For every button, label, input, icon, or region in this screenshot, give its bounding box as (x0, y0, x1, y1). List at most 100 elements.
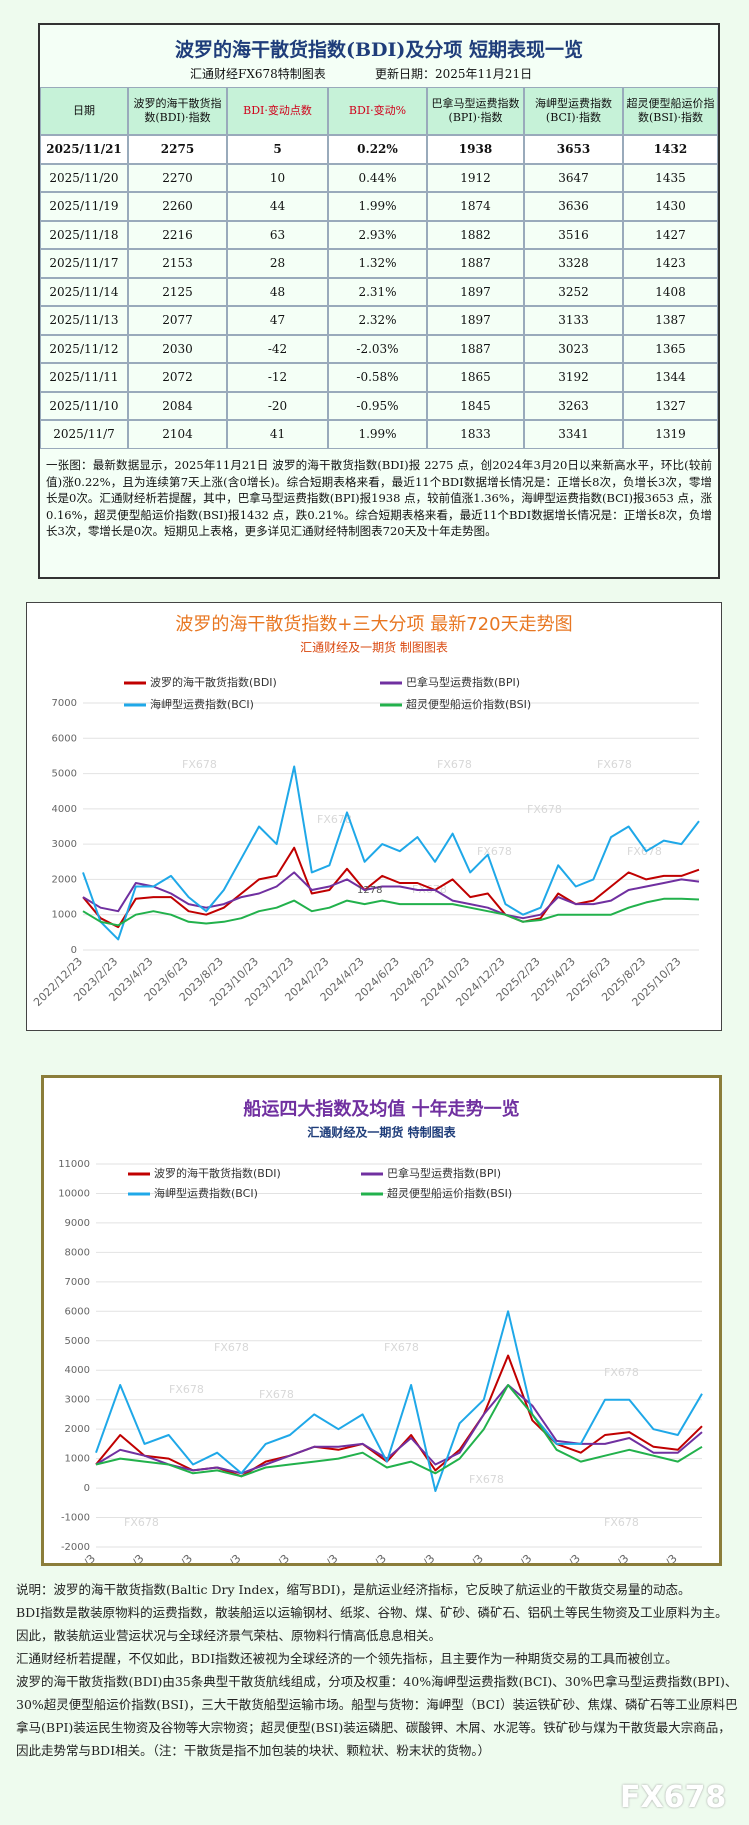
table-title: 波罗的海干散货指数(BDI)及分项 短期表现一览 (174, 39, 584, 61)
y-tick-label: 2000 (65, 1424, 90, 1435)
note: 汇通财经析若提醒，不仅如此，BDI指数还被视为全球经济的一个领先指标，且主要作为… (16, 1651, 678, 1666)
table-cell: 2025/11/13 (40, 306, 128, 335)
watermark: FX678 (597, 758, 632, 771)
watermark: FX678 (627, 845, 662, 858)
table-cell: 1882 (427, 220, 524, 249)
note: BDI指数是散装原物料的运费指数，散装船运以运输钢材、纸浆、谷物、煤、矿砂、磷矿… (16, 1605, 728, 1620)
table-cell: 5 (227, 135, 328, 164)
legend-label: 海岬型运费指数(BCI) (150, 697, 254, 711)
y-tick-label: 5000 (52, 769, 77, 780)
series-line (82, 897, 700, 927)
y-tick-label: 8000 (65, 1247, 90, 1258)
x-tick-label: 2016/1/3 (199, 1552, 243, 1566)
table-cell: 0.44% (328, 163, 427, 192)
series-line (82, 765, 700, 941)
table-cell: 2025/11/10 (40, 391, 128, 420)
chart-title: 波罗的海干散货指数+三大分项 最新720天走势图 (175, 614, 572, 635)
table-cell: 1865 (427, 363, 524, 392)
table-cell: 3516 (524, 220, 623, 249)
summary-text: 一张图：最新数据显示，2025年11月21日 波罗的海干散货指数(BDI)报 2… (46, 458, 712, 538)
chart-title: 船运四大指数及均值 十年走势一览 (243, 1098, 519, 1120)
table-cell: -20 (227, 391, 328, 420)
watermark: FX678 (604, 1516, 639, 1529)
series-line (95, 1384, 703, 1478)
table-cell: 2025/11/12 (40, 334, 128, 363)
y-tick-label: 11000 (58, 1159, 90, 1170)
table-cell: 1887 (427, 334, 524, 363)
watermark: FX678 (384, 1341, 419, 1354)
x-tick-label: 2015/1/3 (151, 1552, 195, 1566)
y-tick-label: 6000 (52, 733, 77, 744)
watermark: FX678 (469, 1473, 504, 1486)
y-tick-label: 4000 (52, 804, 77, 815)
table-cell: 1833 (427, 420, 524, 449)
table-cell: 2030 (128, 334, 227, 363)
table-cell: 2084 (128, 391, 227, 420)
x-tick-label: 2021/1/3 (442, 1552, 486, 1566)
y-tick-label: 1000 (65, 1454, 90, 1465)
legend-label: 巴拿马型运费指数(BPI) (406, 675, 520, 689)
table-cell: 1435 (623, 163, 718, 192)
table-cell: 1.99% (328, 420, 427, 449)
table-cell: 2.32% (328, 306, 427, 335)
table-cell: 1430 (623, 192, 718, 221)
table-cell: 3023 (524, 334, 623, 363)
table-cell: 2.93% (328, 220, 427, 249)
x-tick-label: 2018/1/3 (296, 1552, 340, 1566)
table-cell: 3133 (524, 306, 623, 335)
table-cell: 2025/11/17 (40, 249, 128, 278)
table-cell: 3328 (524, 249, 623, 278)
chart-subtitle: 汇通财经及一期货 特制图表 (307, 1125, 456, 1140)
header-cell: 海岬型运费指数(BCI)·指数 (524, 87, 623, 135)
table-cell: 1432 (623, 135, 718, 164)
series-line (95, 1310, 703, 1492)
y-tick-label: 6000 (65, 1306, 90, 1317)
annotation: 1278 (357, 885, 382, 896)
watermark: FX678 (620, 1780, 727, 1815)
table-cell: 1.99% (328, 192, 427, 221)
y-tick-label: 7000 (52, 698, 77, 709)
table-cell: 1897 (427, 306, 524, 335)
watermark: FX678 (477, 845, 512, 858)
table-cell: 1408 (623, 277, 718, 306)
table-cell: 2125 (128, 277, 227, 306)
table-cell: 28 (227, 249, 328, 278)
note: 波罗的海干散货指数(BDI)由35条典型干散货航线组成，分项及权重：40%海岬型… (16, 1674, 738, 1758)
chart-subtitle: 汇通财经及一期货 制图图表 (300, 640, 448, 655)
y-tick-label: -2000 (61, 1542, 90, 1553)
table-cell: 2072 (128, 363, 227, 392)
watermark: FX678 (259, 1388, 294, 1401)
watermark: FX678 (437, 758, 472, 771)
table-cell: 3341 (524, 420, 623, 449)
summary-table-box: 波罗的海干散货指数(BDI)及分项 短期表现一览 汇通财经FX678特制图表 更… (38, 23, 720, 579)
table-cell: 2275 (128, 135, 227, 164)
table-cell: 1897 (427, 277, 524, 306)
table-cell: 48 (227, 277, 328, 306)
table-cell: 0.22% (328, 135, 427, 164)
table-cell: 2.31% (328, 277, 427, 306)
table-cell: 3192 (524, 363, 623, 392)
y-tick-label: 3000 (65, 1395, 90, 1406)
x-tick-label: 2019/1/3 (345, 1552, 389, 1566)
table-cell: 47 (227, 306, 328, 335)
table-cell: -2.03% (328, 334, 427, 363)
table-cell: 41 (227, 420, 328, 449)
table-cell: 1887 (427, 249, 524, 278)
y-tick-label: 5000 (65, 1336, 90, 1347)
x-tick-label: 2022/1/3 (490, 1552, 534, 1566)
table-cell: 2270 (128, 163, 227, 192)
table-cell: 1912 (427, 163, 524, 192)
table-cell: 3647 (524, 163, 623, 192)
header-cell: BDI·变动点数 (227, 87, 328, 135)
table-cell: 1423 (623, 249, 718, 278)
y-tick-label: 0 (84, 1483, 90, 1494)
table-cell: 1845 (427, 391, 524, 420)
y-tick-label: 0 (71, 945, 77, 956)
x-tick-label: 2020/1/3 (393, 1552, 437, 1566)
header-cell: 超灵便型船运价指数(BSI)·指数 (623, 87, 718, 135)
legend-label: 超灵便型船运价指数(BSI) (387, 1186, 512, 1200)
y-tick-label: 10000 (58, 1188, 90, 1199)
table-cell: 2025/11/20 (40, 163, 128, 192)
y-tick-label: 7000 (65, 1277, 90, 1288)
